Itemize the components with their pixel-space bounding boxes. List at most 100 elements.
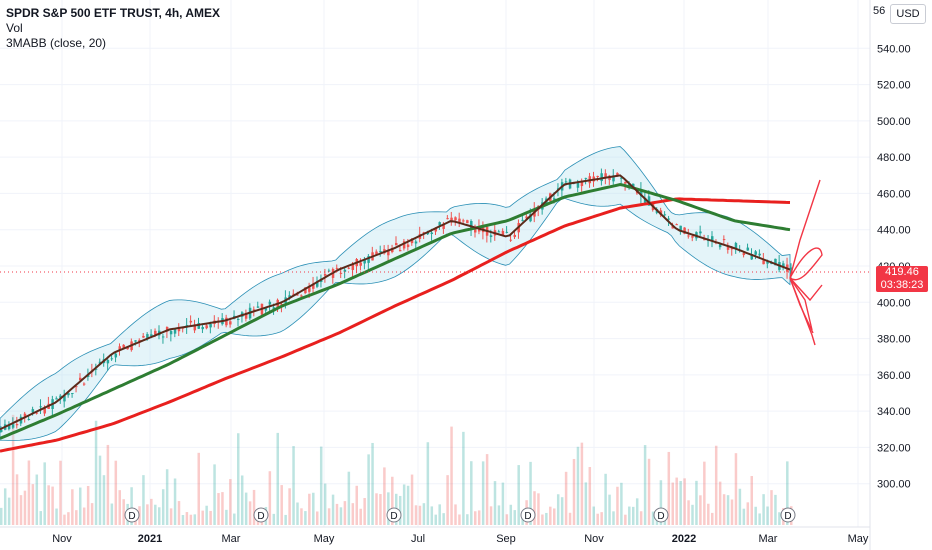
time-tick-label: Mar: [222, 533, 241, 545]
volume-bar: [529, 461, 532, 525]
dividend-circle: [253, 507, 269, 523]
candle-body: [509, 239, 513, 241]
volume-bar: [165, 469, 169, 525]
volume-bar: [576, 446, 580, 525]
dividend-label: D: [784, 511, 791, 522]
trend-drawing: [789, 179, 821, 279]
volume-bar: [703, 461, 706, 525]
candle-body: [304, 287, 307, 294]
candle-body: [406, 244, 410, 248]
candle-body: [197, 322, 200, 329]
price-candles: [0, 168, 793, 433]
volume-bar: [707, 503, 710, 525]
volume-indicator-label[interactable]: Vol: [6, 21, 23, 35]
volume-bar: [90, 503, 94, 525]
volume-bar: [718, 481, 722, 525]
time-tick-label: Nov: [584, 533, 604, 545]
candle-body: [612, 175, 615, 182]
candle-body: [229, 321, 232, 325]
ma-line-series: [0, 197, 791, 453]
candle-body: [414, 241, 418, 244]
volume-bar: [343, 501, 347, 525]
volume-bar: [651, 511, 655, 525]
candle-body: [114, 353, 118, 358]
candle-body: [189, 320, 193, 323]
candle-body: [308, 287, 311, 292]
candle-body: [422, 232, 426, 234]
candle-body: [442, 223, 445, 229]
candle-body: [7, 424, 11, 430]
volume-bar: [675, 477, 678, 525]
volume-bar: [786, 461, 789, 525]
candle-body: [430, 232, 434, 235]
time-axis[interactable]: Nov 2021 Mar May Jul Sep Nov 2022 Mar May: [52, 533, 869, 545]
volume-bar: [620, 482, 623, 525]
volume-bar: [699, 495, 702, 525]
candle-body: [59, 395, 62, 398]
candle-body: [521, 219, 524, 221]
candle-body: [86, 375, 90, 377]
volume-bar: [477, 510, 481, 525]
volume-bar: [197, 452, 200, 525]
candle-body: [134, 340, 137, 342]
candle-body: [746, 247, 750, 251]
volume-bar: [592, 506, 595, 525]
volume-bar: [746, 502, 750, 525]
volume-bar: [347, 471, 351, 525]
time-tick-label: May: [314, 533, 335, 545]
candle-body: [154, 330, 157, 335]
volume-bar: [517, 465, 520, 525]
candle-body: [327, 270, 331, 272]
volume-bar: [288, 488, 291, 525]
volume-bar: [181, 514, 185, 525]
volume-bar: [726, 495, 730, 525]
volume-bar: [379, 494, 382, 525]
candle-body: [225, 317, 228, 326]
candle-body: [27, 418, 31, 420]
volume-bar: [367, 454, 370, 525]
time-tick-label: Nov: [52, 533, 72, 545]
user-drawings[interactable]: [789, 179, 823, 346]
volume-bar: [383, 467, 386, 525]
candle-body: [754, 251, 757, 255]
bollinger-indicator-label[interactable]: 3MABB (close, 20): [6, 36, 107, 50]
volume-bar: [762, 494, 765, 525]
volume-bar: [489, 506, 493, 525]
ma-line-series: [0, 174, 791, 431]
volume-bar: [446, 475, 449, 525]
volume-bar: [173, 478, 177, 525]
volume-bar: [580, 442, 584, 525]
volume-bar: [414, 505, 418, 525]
volume-bar: [545, 512, 548, 525]
volume-bar: [513, 510, 516, 525]
candle-body: [63, 395, 66, 402]
candle-body: [691, 236, 694, 238]
candle-body: [173, 329, 177, 334]
dividend-label: D: [390, 511, 397, 522]
candle-body: [398, 250, 402, 252]
last-price-value: 419.46: [885, 266, 919, 278]
volume-bar: [248, 501, 252, 525]
symbol-title[interactable]: SPDR S&P 500 ETF TRUST, 4h, AMEX: [6, 6, 221, 20]
candle-body: [580, 181, 584, 187]
volume-bar: [161, 489, 165, 525]
volume-bar: [252, 489, 256, 525]
price-axis[interactable]: 540.00520.00500.00480.00460.00440.00420.…: [877, 43, 911, 490]
volume-bar: [272, 513, 276, 525]
volume-bar: [331, 494, 335, 525]
candle-body: [288, 295, 291, 299]
price-tick-label: 540.00: [877, 43, 911, 55]
volume-bar: [604, 473, 607, 525]
currency-button[interactable]: USD: [890, 4, 926, 24]
volume-bar: [11, 414, 15, 525]
candle-body: [703, 239, 706, 241]
dividend-marker: D: [520, 507, 536, 523]
volume-bar: [730, 499, 734, 525]
volume-bar: [355, 485, 358, 525]
candle-body: [647, 196, 651, 206]
dividend-label: D: [524, 511, 531, 522]
dividend-circle: [124, 507, 140, 523]
candle-body: [359, 262, 362, 266]
volume-bar: [584, 482, 588, 525]
